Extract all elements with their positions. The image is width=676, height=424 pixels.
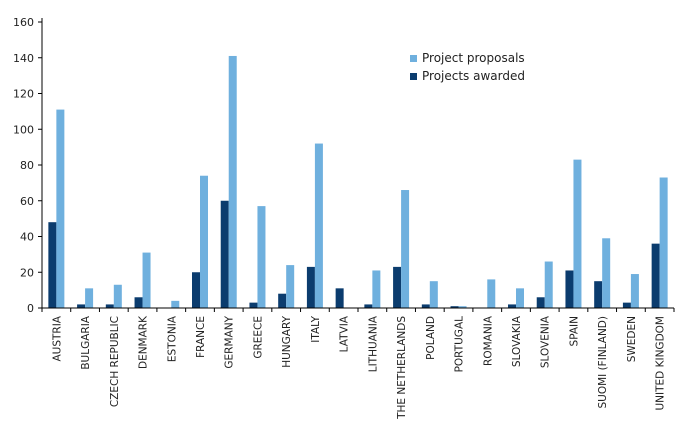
- bar-project-proposals: [516, 288, 524, 308]
- bar-projects-awarded: [306, 266, 315, 308]
- x-category-label: POLAND: [425, 316, 437, 360]
- bar-project-proposals: [200, 175, 208, 308]
- legend-label: Project proposals: [422, 51, 525, 65]
- x-category-label: GREECE: [252, 316, 264, 359]
- y-tick-label: 40: [20, 231, 34, 244]
- legend: Project proposals Projects awarded: [410, 51, 525, 83]
- x-category-label: SWEDEN: [626, 316, 638, 362]
- bar-project-proposals: [573, 159, 582, 308]
- bar-project-proposals: [487, 279, 496, 308]
- x-category-label: THE NETHERLANDS: [396, 316, 408, 420]
- bar-projects-awarded: [536, 297, 545, 308]
- x-category-label: LATVIA: [339, 315, 351, 352]
- x-category-label: ITALY: [310, 315, 322, 342]
- x-category-label: GERMANY: [224, 315, 236, 368]
- bar-project-proposals: [458, 306, 467, 308]
- bars-group: [48, 55, 668, 309]
- bar-projects-awarded: [220, 200, 229, 308]
- bar-projects-awarded: [565, 270, 574, 308]
- y-tick-label: 80: [20, 159, 34, 172]
- bar-projects-awarded: [421, 304, 430, 308]
- bar-projects-awarded: [105, 304, 114, 308]
- bar-projects-awarded: [594, 281, 603, 308]
- x-category-label: PORTUGAL: [454, 316, 466, 373]
- bar-projects-awarded: [508, 304, 516, 308]
- x-category-label: CZECH REPUBLIC: [109, 316, 121, 407]
- x-category-label: SLOVENIA: [540, 315, 552, 368]
- legend-label: Projects awarded: [422, 69, 525, 83]
- bar-project-proposals: [372, 270, 381, 308]
- bar-project-proposals: [602, 238, 611, 308]
- y-tick-label: 60: [20, 195, 34, 208]
- y-tick-label: 120: [13, 88, 34, 101]
- x-category-label: UNITED KINGDOM: [655, 316, 667, 411]
- x-axis: AUSTRIA BULGARIA CZECH REPUBLIC DENMARK ESTO…: [41, 307, 675, 420]
- x-category-label: ROMANIA: [482, 315, 494, 366]
- bar-project-proposals: [544, 261, 553, 308]
- y-tick-label: 20: [20, 266, 34, 279]
- x-category-label: ESTONIA: [166, 315, 178, 362]
- bar-projects-awarded: [622, 302, 631, 308]
- bar-project-proposals: [257, 206, 266, 308]
- bar-projects-awarded: [364, 304, 373, 308]
- bar-projects-awarded: [450, 306, 459, 308]
- bar-project-proposals: [659, 177, 668, 308]
- bar-project-proposals: [401, 190, 410, 308]
- x-category-label: FRANCE: [195, 316, 207, 358]
- x-category-label: HUNGARY: [281, 315, 293, 367]
- y-tick-label: 0: [27, 302, 34, 315]
- bar-project-proposals: [429, 281, 438, 308]
- x-category-label: LITHUANIA: [367, 315, 379, 372]
- bar-project-proposals: [142, 252, 151, 308]
- bar-project-proposals: [314, 143, 323, 308]
- y-tick-label: 100: [13, 123, 34, 136]
- bar-projects-awarded: [77, 304, 86, 308]
- y-tick-label: 140: [13, 52, 34, 65]
- bar-projects-awarded: [249, 302, 258, 308]
- x-category-label: DENMARK: [138, 315, 150, 369]
- bar-project-proposals: [56, 109, 65, 309]
- y-tick-label: 160: [13, 16, 34, 29]
- legend-swatch: [410, 55, 417, 62]
- bar-projects-awarded: [48, 222, 57, 308]
- x-category-label: SUOMI (FINLAND): [597, 316, 609, 409]
- bar-projects-awarded: [192, 272, 200, 308]
- bar-project-proposals: [113, 284, 122, 308]
- bar-project-proposals: [228, 55, 237, 309]
- bar-project-proposals: [286, 265, 295, 308]
- x-category-label: SLOVAKIA: [511, 315, 523, 367]
- bar-projects-awarded: [278, 293, 287, 308]
- x-category-label: BULGARIA: [80, 315, 92, 369]
- bar-projects-awarded: [134, 297, 143, 308]
- legend-swatch: [410, 73, 417, 80]
- y-axis: 0 20 40 60 80 100 120 140 160: [13, 16, 43, 315]
- bar-projects-awarded: [335, 288, 344, 308]
- bar-project-proposals: [171, 300, 180, 308]
- bar-projects-awarded: [651, 243, 660, 308]
- x-category-label: AUSTRIA: [51, 315, 63, 361]
- bar-project-proposals: [630, 274, 639, 308]
- x-category-label: SPAIN: [568, 316, 580, 346]
- bar-projects-awarded: [393, 266, 402, 308]
- bar-project-proposals: [85, 288, 94, 308]
